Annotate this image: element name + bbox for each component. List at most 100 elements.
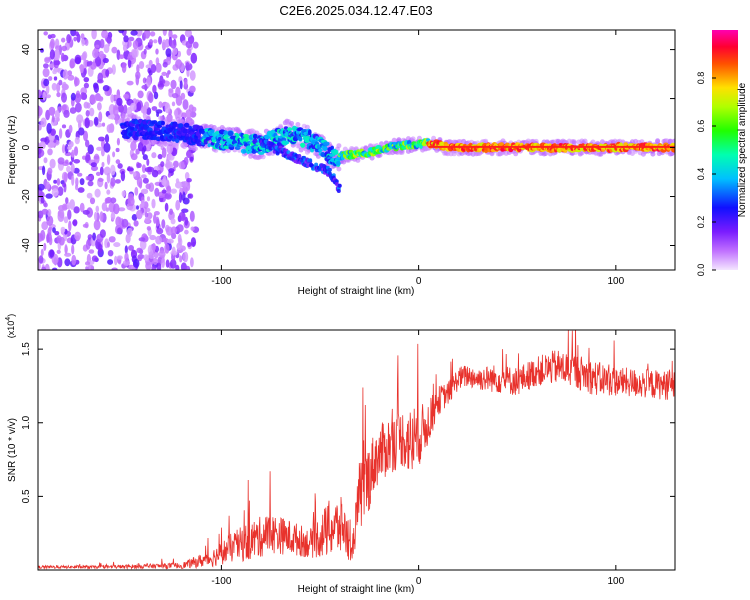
noise-blob xyxy=(84,38,89,47)
noise-blob xyxy=(83,77,90,83)
noise-blob xyxy=(161,257,166,268)
track-core xyxy=(129,126,135,131)
noise-blob xyxy=(90,162,98,168)
noise-blob xyxy=(171,101,176,107)
lower-branch-blob xyxy=(297,154,302,158)
noise-blob xyxy=(159,75,164,86)
noise-blob xyxy=(148,251,155,259)
noise-blob xyxy=(161,178,167,186)
noise-blob xyxy=(158,101,163,108)
noise-blob xyxy=(66,165,71,173)
noise-blob xyxy=(49,249,55,258)
track-core xyxy=(330,145,335,150)
noise-blob xyxy=(165,72,170,78)
noise-blob xyxy=(183,78,188,87)
noise-blob xyxy=(135,74,140,86)
noise-blob xyxy=(149,234,157,241)
track-halo xyxy=(159,115,165,121)
noise-blob xyxy=(61,104,67,111)
track-halo xyxy=(379,141,384,147)
snr-ytick-label: 1.0 xyxy=(21,415,32,429)
noise-blob xyxy=(101,202,108,212)
noise-blob xyxy=(51,188,59,197)
noise-blob xyxy=(59,209,65,219)
noise-blob xyxy=(168,168,175,174)
snr-ylabel: SNR (10 * v/v) xyxy=(7,418,18,482)
noise-blob xyxy=(71,175,75,186)
noise-blob xyxy=(48,236,53,246)
noise-blob xyxy=(141,188,149,195)
noise-blob xyxy=(43,78,50,87)
noise-blob xyxy=(73,167,80,174)
noise-blob xyxy=(70,163,75,174)
noise-blob xyxy=(38,147,42,155)
track-core xyxy=(322,146,328,151)
noise-blob xyxy=(124,245,128,254)
track-core xyxy=(154,127,161,131)
track-halo xyxy=(260,154,266,160)
spectrogram-ticks: -100 0 100 40 20 0 -20 -40 xyxy=(21,30,675,287)
noise-blob xyxy=(101,161,105,168)
noise-blob xyxy=(84,117,90,129)
noise-blob xyxy=(162,61,168,68)
track-core xyxy=(152,120,158,125)
noise-blob xyxy=(63,172,68,183)
noise-blob xyxy=(61,144,66,154)
noise-blob xyxy=(85,139,90,148)
noise-blob xyxy=(82,223,89,228)
noise-blob xyxy=(89,197,96,205)
noise-blob xyxy=(161,189,167,194)
noise-blob xyxy=(143,145,147,152)
noise-blob xyxy=(146,158,150,166)
noise-blob xyxy=(83,101,89,109)
noise-blob xyxy=(143,30,151,39)
noise-blob xyxy=(141,164,146,174)
noise-blob xyxy=(93,153,100,164)
noise-blob xyxy=(58,128,63,139)
noise-blob xyxy=(81,38,85,47)
noise-blob xyxy=(190,237,197,248)
noise-blob xyxy=(57,186,64,196)
noise-blob xyxy=(116,97,123,106)
noise-blob xyxy=(111,46,118,54)
noise-blob xyxy=(48,76,53,81)
noise-blob xyxy=(135,148,140,155)
track-core xyxy=(333,149,339,155)
noise-blob xyxy=(166,144,174,154)
track-core xyxy=(308,129,312,135)
noise-blob xyxy=(45,94,51,99)
noise-blob xyxy=(123,35,129,43)
noise-blob xyxy=(118,207,126,212)
noise-blob xyxy=(68,220,72,232)
noise-blob xyxy=(115,159,121,165)
noise-blob xyxy=(140,199,145,208)
noise-blob xyxy=(133,220,139,227)
snr-ytick-label: 0.5 xyxy=(21,489,32,503)
noise-blob xyxy=(136,176,143,188)
track-halo xyxy=(298,147,304,153)
noise-blob xyxy=(52,69,57,75)
noise-blob xyxy=(148,39,154,45)
noise-blob xyxy=(186,178,192,183)
noise-blob xyxy=(64,244,68,255)
noise-blob xyxy=(161,219,166,229)
noise-blob xyxy=(87,144,94,155)
noise-blob xyxy=(86,176,92,181)
noise-blob xyxy=(118,54,125,59)
noise-blob xyxy=(170,40,177,49)
noise-blob xyxy=(115,216,122,227)
noise-blob xyxy=(134,186,139,196)
noise-blob xyxy=(180,92,186,100)
noise-blob xyxy=(83,82,89,89)
noise-blob xyxy=(132,258,140,268)
noise-blob xyxy=(78,127,85,136)
noise-blob xyxy=(67,209,72,220)
noise-blob xyxy=(52,227,56,233)
noise-blob xyxy=(144,167,152,173)
noise-blob xyxy=(169,259,177,269)
snr-series-line xyxy=(38,330,675,570)
lower-branch-blob xyxy=(268,141,273,146)
noise-blob xyxy=(85,266,89,270)
track-core xyxy=(245,136,249,143)
noise-blob xyxy=(58,79,63,86)
